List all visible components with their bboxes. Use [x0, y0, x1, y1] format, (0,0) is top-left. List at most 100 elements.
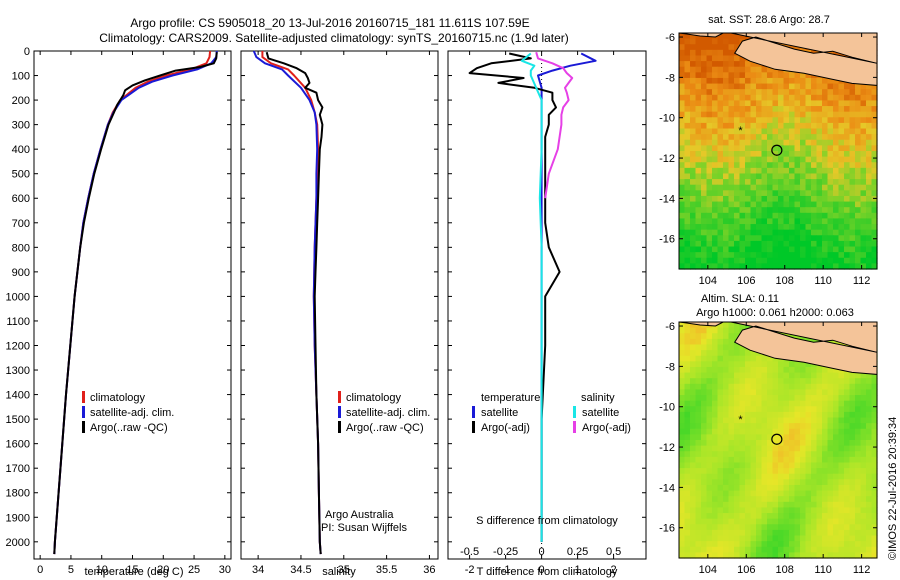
map-cell [838, 406, 845, 413]
map-cell [690, 201, 697, 208]
map-cell [783, 378, 790, 385]
x-tick-label: 10 [96, 564, 108, 576]
map-cell [860, 400, 867, 407]
map-cell [827, 257, 834, 264]
map-cell [728, 235, 735, 242]
depth-tick-label: 1100 [6, 316, 30, 328]
map-cell [684, 246, 691, 253]
map-cell [750, 541, 757, 548]
map-cell [772, 94, 779, 102]
map-cell [838, 173, 845, 180]
map-cell [745, 145, 752, 152]
map-cell [822, 83, 829, 90]
map-cell [789, 257, 796, 264]
map-cell [767, 83, 774, 90]
map-cell [756, 423, 763, 430]
map-cell [734, 451, 741, 458]
map-cell [734, 156, 741, 163]
map-cell [794, 333, 801, 340]
map-cell [794, 257, 801, 264]
map-cell [816, 434, 823, 441]
map-cell [739, 411, 746, 419]
map-cell [772, 518, 779, 525]
map-cell [778, 173, 785, 180]
map-cell [838, 122, 845, 130]
map-cell [855, 195, 862, 203]
map-cell [734, 428, 741, 435]
map-cell [706, 240, 713, 248]
map-cell [838, 128, 845, 135]
map-cell [794, 529, 801, 537]
map-cell [794, 240, 801, 248]
map-cell [695, 479, 702, 486]
map-cell [767, 94, 774, 102]
map-cell [833, 535, 840, 542]
map-cell [750, 484, 757, 492]
map-cell [761, 383, 768, 391]
map-cell [816, 252, 823, 259]
map-cell [827, 151, 834, 158]
map-cell [679, 546, 686, 553]
map-cell [712, 145, 719, 152]
map-cell [822, 411, 829, 419]
map-cell [772, 257, 779, 264]
map-cell [728, 212, 735, 220]
map-cell [789, 240, 796, 248]
map-cell [805, 77, 812, 85]
map-cell [723, 240, 730, 248]
map-cell [783, 518, 790, 525]
map-cell [794, 490, 801, 497]
map-cell [761, 428, 768, 435]
map-cell [849, 383, 856, 391]
map-cell [805, 94, 812, 102]
map-cell [745, 501, 752, 509]
map-cell [750, 83, 757, 90]
map-cell [679, 201, 686, 208]
depth-tick-label: 900 [12, 267, 30, 279]
map-cell [772, 151, 779, 158]
map-cell [805, 473, 812, 480]
map-cell [827, 162, 834, 169]
map-cell [794, 151, 801, 158]
map-cell [811, 100, 818, 107]
map-cell [871, 406, 878, 413]
map-cell [723, 501, 730, 509]
map-cell [734, 139, 741, 146]
map-cell [706, 423, 713, 430]
map-cell [767, 462, 774, 469]
map-cell [734, 366, 741, 374]
map-cell [690, 496, 697, 503]
map-cell [767, 184, 774, 191]
map-cell [866, 501, 873, 509]
map-cell [789, 134, 796, 141]
map-cell [723, 541, 730, 548]
map-cell [701, 372, 708, 379]
map-cell [701, 55, 708, 62]
map-cell [783, 139, 790, 146]
map-cell [772, 128, 779, 135]
map-cell [778, 89, 785, 96]
map-cell [816, 263, 823, 270]
map-cell [756, 524, 763, 531]
map-cell [723, 89, 730, 96]
map-cell [783, 490, 790, 497]
map-cell [794, 139, 801, 146]
map-cell [827, 479, 834, 486]
map-cell [783, 479, 790, 486]
map-cell [822, 195, 829, 203]
map-cell [816, 235, 823, 242]
map-cell [756, 400, 763, 407]
map-cell [750, 229, 757, 236]
map-cell [789, 473, 796, 480]
map-cell [712, 106, 719, 113]
map-cell [789, 395, 796, 402]
map-cell [778, 440, 785, 447]
map-cell [706, 212, 713, 220]
map-cell [794, 389, 801, 396]
map-cell [783, 128, 790, 135]
map-cell [855, 479, 862, 486]
map-cell [739, 322, 746, 329]
map-cell [778, 83, 785, 90]
map-cell [723, 61, 730, 68]
map-cell [805, 434, 812, 441]
